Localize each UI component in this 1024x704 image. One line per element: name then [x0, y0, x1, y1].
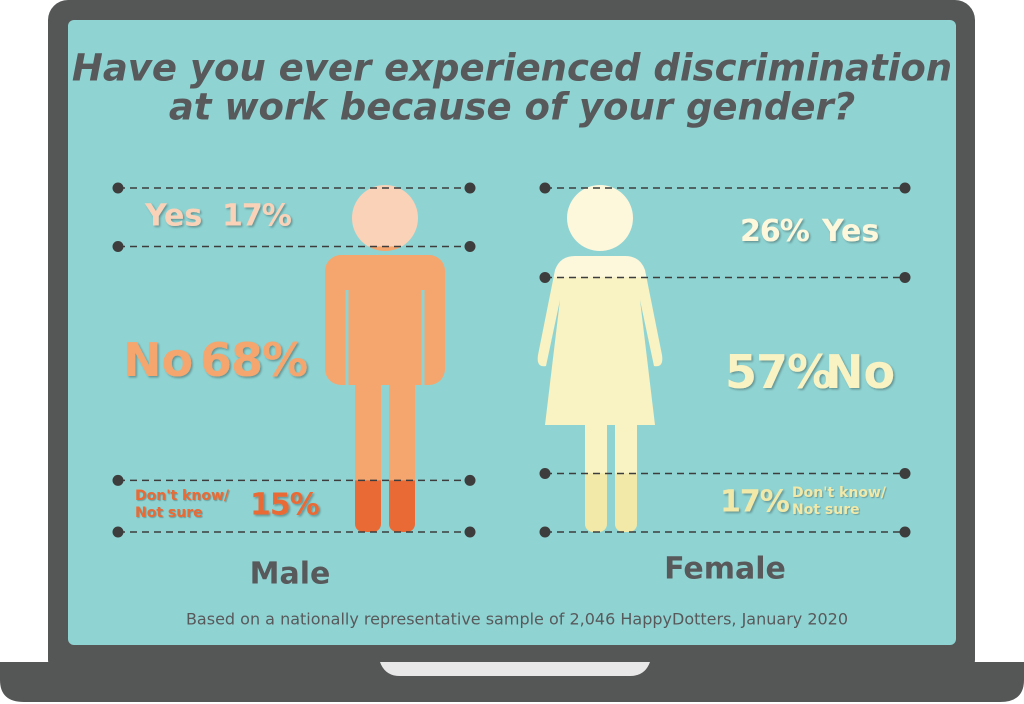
category-label: Yes [821, 214, 879, 249]
value-label: 17% [222, 199, 292, 234]
title-line: Have you ever experienced discrimination [72, 47, 952, 90]
divider-dot [899, 271, 911, 283]
divider-dot [899, 182, 911, 194]
divider-dot [464, 474, 476, 486]
title-line: at work because of your gender? [169, 86, 855, 129]
series-label: Female [664, 552, 786, 587]
category-label: Don't know/ Not sure [135, 488, 230, 522]
laptop-notch [380, 662, 650, 676]
divider-dot [464, 182, 476, 194]
divider-dot [899, 526, 911, 538]
value-label: 26% [740, 214, 810, 249]
divider-dot [539, 468, 551, 480]
divider-dot [112, 474, 124, 486]
divider-dot [112, 526, 124, 538]
divider-dot [539, 182, 551, 194]
value-label: 68% [200, 333, 307, 387]
category-label: No [123, 333, 193, 387]
category-label: Yes [144, 199, 202, 234]
value-label: 15% [250, 488, 320, 523]
divider-dot [899, 468, 911, 480]
value-label: 17% [720, 484, 790, 519]
screen [68, 20, 956, 645]
divider-dot [464, 240, 476, 252]
divider-dot [539, 526, 551, 538]
footnote: Based on a nationally representative sam… [186, 610, 848, 629]
divider-dot [112, 182, 124, 194]
category-label: No [825, 345, 895, 399]
divider-dot [464, 526, 476, 538]
category-label: Don't know/ Not sure [792, 484, 887, 518]
value-label: 57% [725, 345, 832, 399]
divider-dot [539, 271, 551, 283]
divider-dot [112, 240, 124, 252]
series-label: Male [250, 557, 331, 592]
laptop-base [0, 662, 1024, 702]
